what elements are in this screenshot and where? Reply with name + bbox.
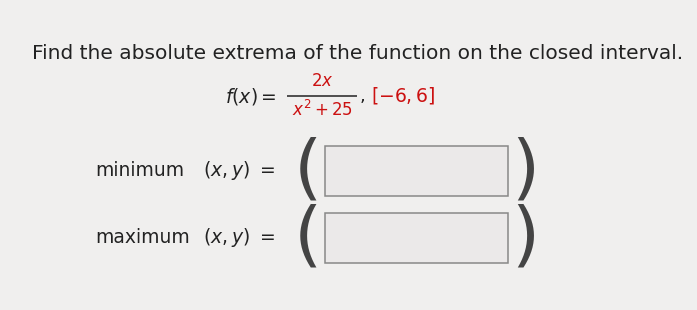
Text: maximum: maximum bbox=[95, 228, 190, 247]
Text: minimum: minimum bbox=[95, 162, 184, 180]
FancyBboxPatch shape bbox=[325, 213, 509, 263]
Text: Find the absolute extrema of the function on the closed interval.: Find the absolute extrema of the functio… bbox=[31, 44, 683, 63]
Text: $x^2 + 25$: $x^2 + 25$ bbox=[291, 100, 353, 120]
Text: ): ) bbox=[511, 136, 539, 205]
Text: $f(x) =$: $f(x) =$ bbox=[225, 86, 277, 107]
Text: $(x, y)\ =$: $(x, y)\ =$ bbox=[204, 159, 275, 182]
Text: ,: , bbox=[360, 87, 366, 105]
Text: (: ( bbox=[294, 203, 322, 272]
Text: $2x$: $2x$ bbox=[311, 72, 333, 90]
Text: (: ( bbox=[294, 136, 322, 205]
Text: ): ) bbox=[511, 203, 539, 272]
FancyBboxPatch shape bbox=[325, 146, 509, 196]
Text: $(x, y)\ =$: $(x, y)\ =$ bbox=[204, 226, 275, 249]
Text: $[-6, 6]$: $[-6, 6]$ bbox=[371, 85, 435, 106]
